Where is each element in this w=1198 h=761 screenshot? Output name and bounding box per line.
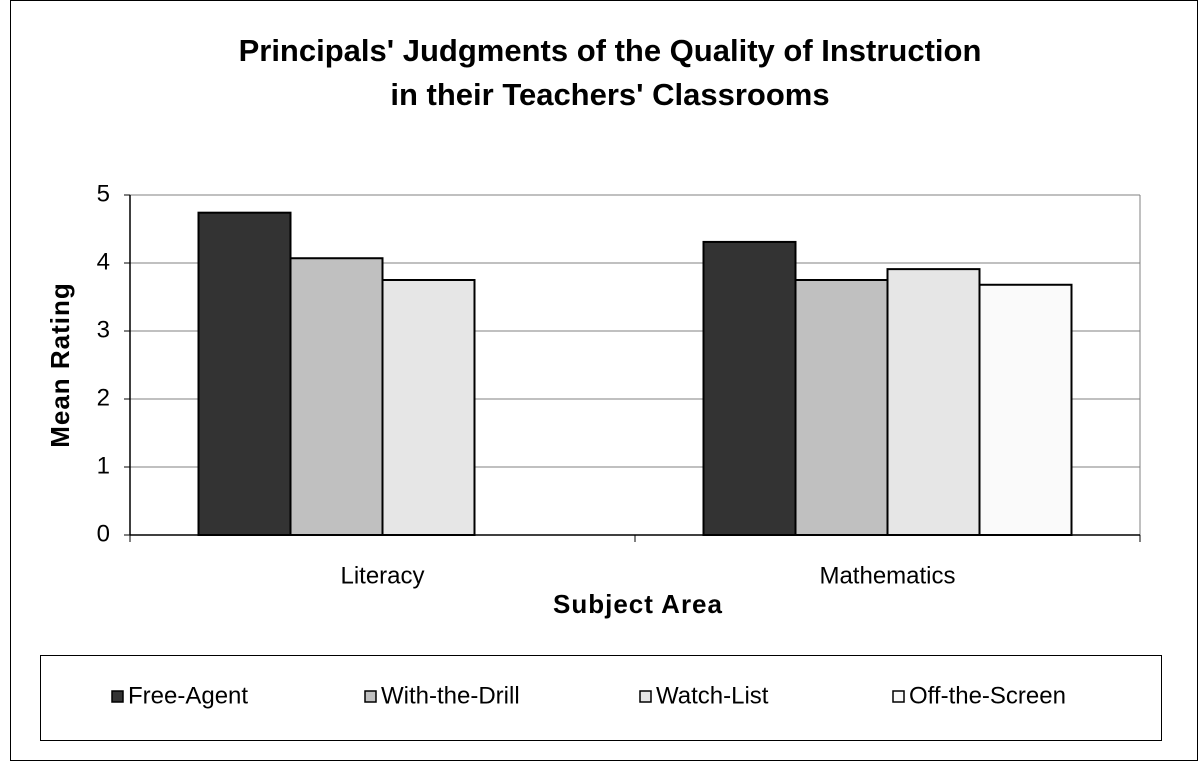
bar [702,240,797,536]
x-tick-label: Mathematics [819,562,955,589]
legend-box [40,655,1162,741]
x-axis-label: Subject Area [553,589,723,619]
legend-marker [111,690,124,703]
chart-title: in their Teachers' Classrooms [390,77,829,112]
bar [978,283,1073,537]
y-axis-label: Mean Rating [45,282,75,448]
legend-label: With-the-Drill [381,682,520,709]
legend-label: Free-Agent [128,682,248,709]
bar [289,257,384,536]
y-tick-label: 4 [97,248,110,275]
legend-label: Watch-List [656,682,769,709]
legend-marker [639,690,652,703]
y-tick-label: 1 [97,452,110,479]
legend-marker [364,690,377,703]
legend-marker [892,690,905,703]
bar [197,211,292,536]
bar [381,279,476,536]
chart-title: Principals' Judgments of the Quality of … [239,33,982,68]
y-tick-label: 0 [97,520,110,547]
bar [886,268,981,536]
y-tick-label: 5 [97,180,110,207]
bar [794,279,889,536]
legend-label: Off-the-Screen [909,682,1066,709]
y-tick-label: 3 [97,316,110,343]
y-tick-label: 2 [97,384,110,411]
x-tick-label: Literacy [340,562,424,589]
